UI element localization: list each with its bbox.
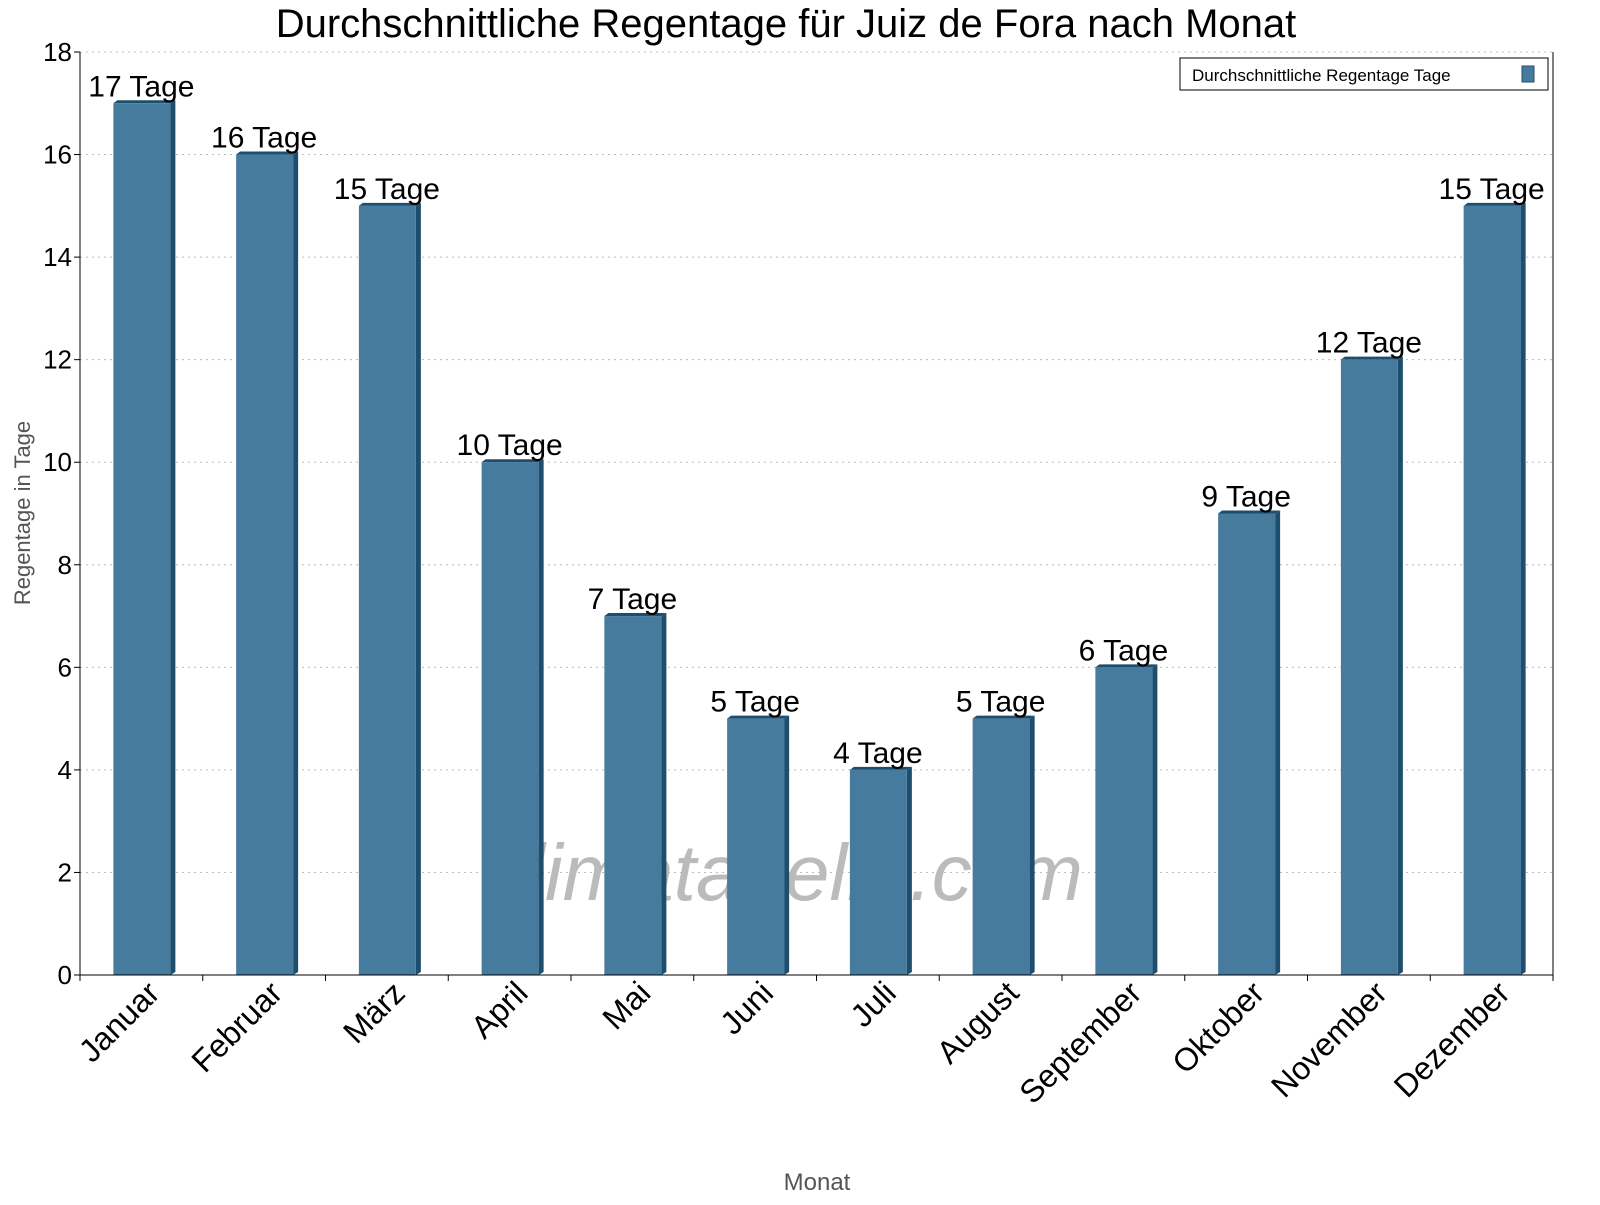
y-tick-label: 16 [43, 140, 72, 170]
data-label: 16 Tage [211, 122, 317, 155]
bar-side [906, 766, 912, 975]
bar [358, 205, 416, 976]
y-tick-label: 6 [58, 652, 72, 682]
x-tick-label: April [464, 974, 535, 1045]
x-axis-label: Monat [784, 1169, 851, 1196]
bar-top [972, 715, 1035, 719]
x-tick-label: Dezember [1387, 974, 1517, 1104]
legend: Durchschnittliche Regentage Tage [1179, 57, 1549, 91]
bar [1463, 205, 1521, 976]
y-tick-label: 4 [58, 755, 72, 785]
y-tick-label: 12 [43, 345, 72, 375]
bar-side [538, 459, 544, 975]
x-tick-label: März [336, 974, 412, 1050]
y-tick-label: 8 [58, 550, 72, 580]
x-tick-label: Juni [713, 974, 780, 1041]
legend-swatch [1521, 65, 1535, 83]
bar-side [415, 202, 421, 976]
bar-top [1095, 664, 1158, 668]
bar [727, 718, 785, 975]
bar-top [1340, 356, 1403, 360]
bar-side [661, 613, 667, 975]
bar [972, 718, 1030, 975]
data-label: 15 Tage [334, 173, 440, 206]
bar-top [1463, 202, 1526, 206]
legend-label: Durchschnittliche Regentage Tage [1192, 66, 1451, 85]
bar-side [1520, 202, 1526, 976]
bar [236, 154, 294, 976]
data-label: 4 Tage [833, 737, 923, 770]
bar-top [604, 613, 667, 617]
bar-top [113, 100, 176, 104]
data-label: 17 Tage [88, 70, 194, 103]
bar-side [784, 715, 790, 975]
bar-top [727, 715, 790, 719]
x-tick-label: Januar [72, 974, 167, 1069]
bars: 17 Tage 16 Tage 15 Tage 10 Tage 7 Tage 5 Tage… [88, 70, 1545, 976]
x-tick-label: August [930, 974, 1026, 1070]
bar-side [1275, 510, 1281, 975]
bar-top [1218, 510, 1281, 514]
bar-side [1397, 356, 1403, 976]
bar [481, 462, 539, 975]
bar [849, 769, 907, 975]
bar-top [358, 202, 421, 206]
data-label: 7 Tage [588, 583, 678, 616]
y-tick-label: 10 [43, 447, 72, 477]
gridlines [80, 51, 1553, 873]
data-label: 6 Tage [1079, 634, 1169, 667]
bar-side [170, 100, 176, 976]
bar-side [1152, 664, 1158, 975]
y-tick-label: 2 [58, 857, 72, 887]
legend-box [1179, 57, 1549, 91]
data-label: 12 Tage [1316, 327, 1422, 360]
bar [604, 616, 662, 975]
bar [113, 103, 171, 976]
data-label: 10 Tage [457, 429, 563, 462]
x-tick-label: Juli [843, 974, 902, 1033]
chart-title: Durchschnittliche Regentage für Juiz de … [276, 2, 1297, 46]
y-axis-label: Regentage in Tage [10, 421, 35, 605]
y-tick-label: 14 [43, 242, 72, 272]
x-tick-label: Mai [595, 974, 657, 1036]
x-tick-label: September [1012, 974, 1148, 1110]
bar-side [1029, 715, 1035, 975]
data-label: 5 Tage [710, 686, 800, 719]
y-tick-label: 0 [58, 960, 72, 990]
bar-top [236, 151, 299, 155]
bar-top [481, 459, 544, 463]
bar-top [849, 766, 912, 770]
x-tick-label: Oktober [1165, 974, 1271, 1080]
bar [1218, 513, 1276, 975]
x-tick-label: November [1264, 974, 1394, 1104]
bar [1095, 667, 1153, 975]
y-tick-label: 18 [43, 37, 72, 67]
bar-side [293, 151, 299, 976]
data-label: 9 Tage [1201, 481, 1291, 514]
x-tick-label: Februar [184, 974, 289, 1079]
data-label: 15 Tage [1439, 173, 1545, 206]
bar [1340, 359, 1398, 976]
data-label: 5 Tage [956, 686, 1046, 719]
